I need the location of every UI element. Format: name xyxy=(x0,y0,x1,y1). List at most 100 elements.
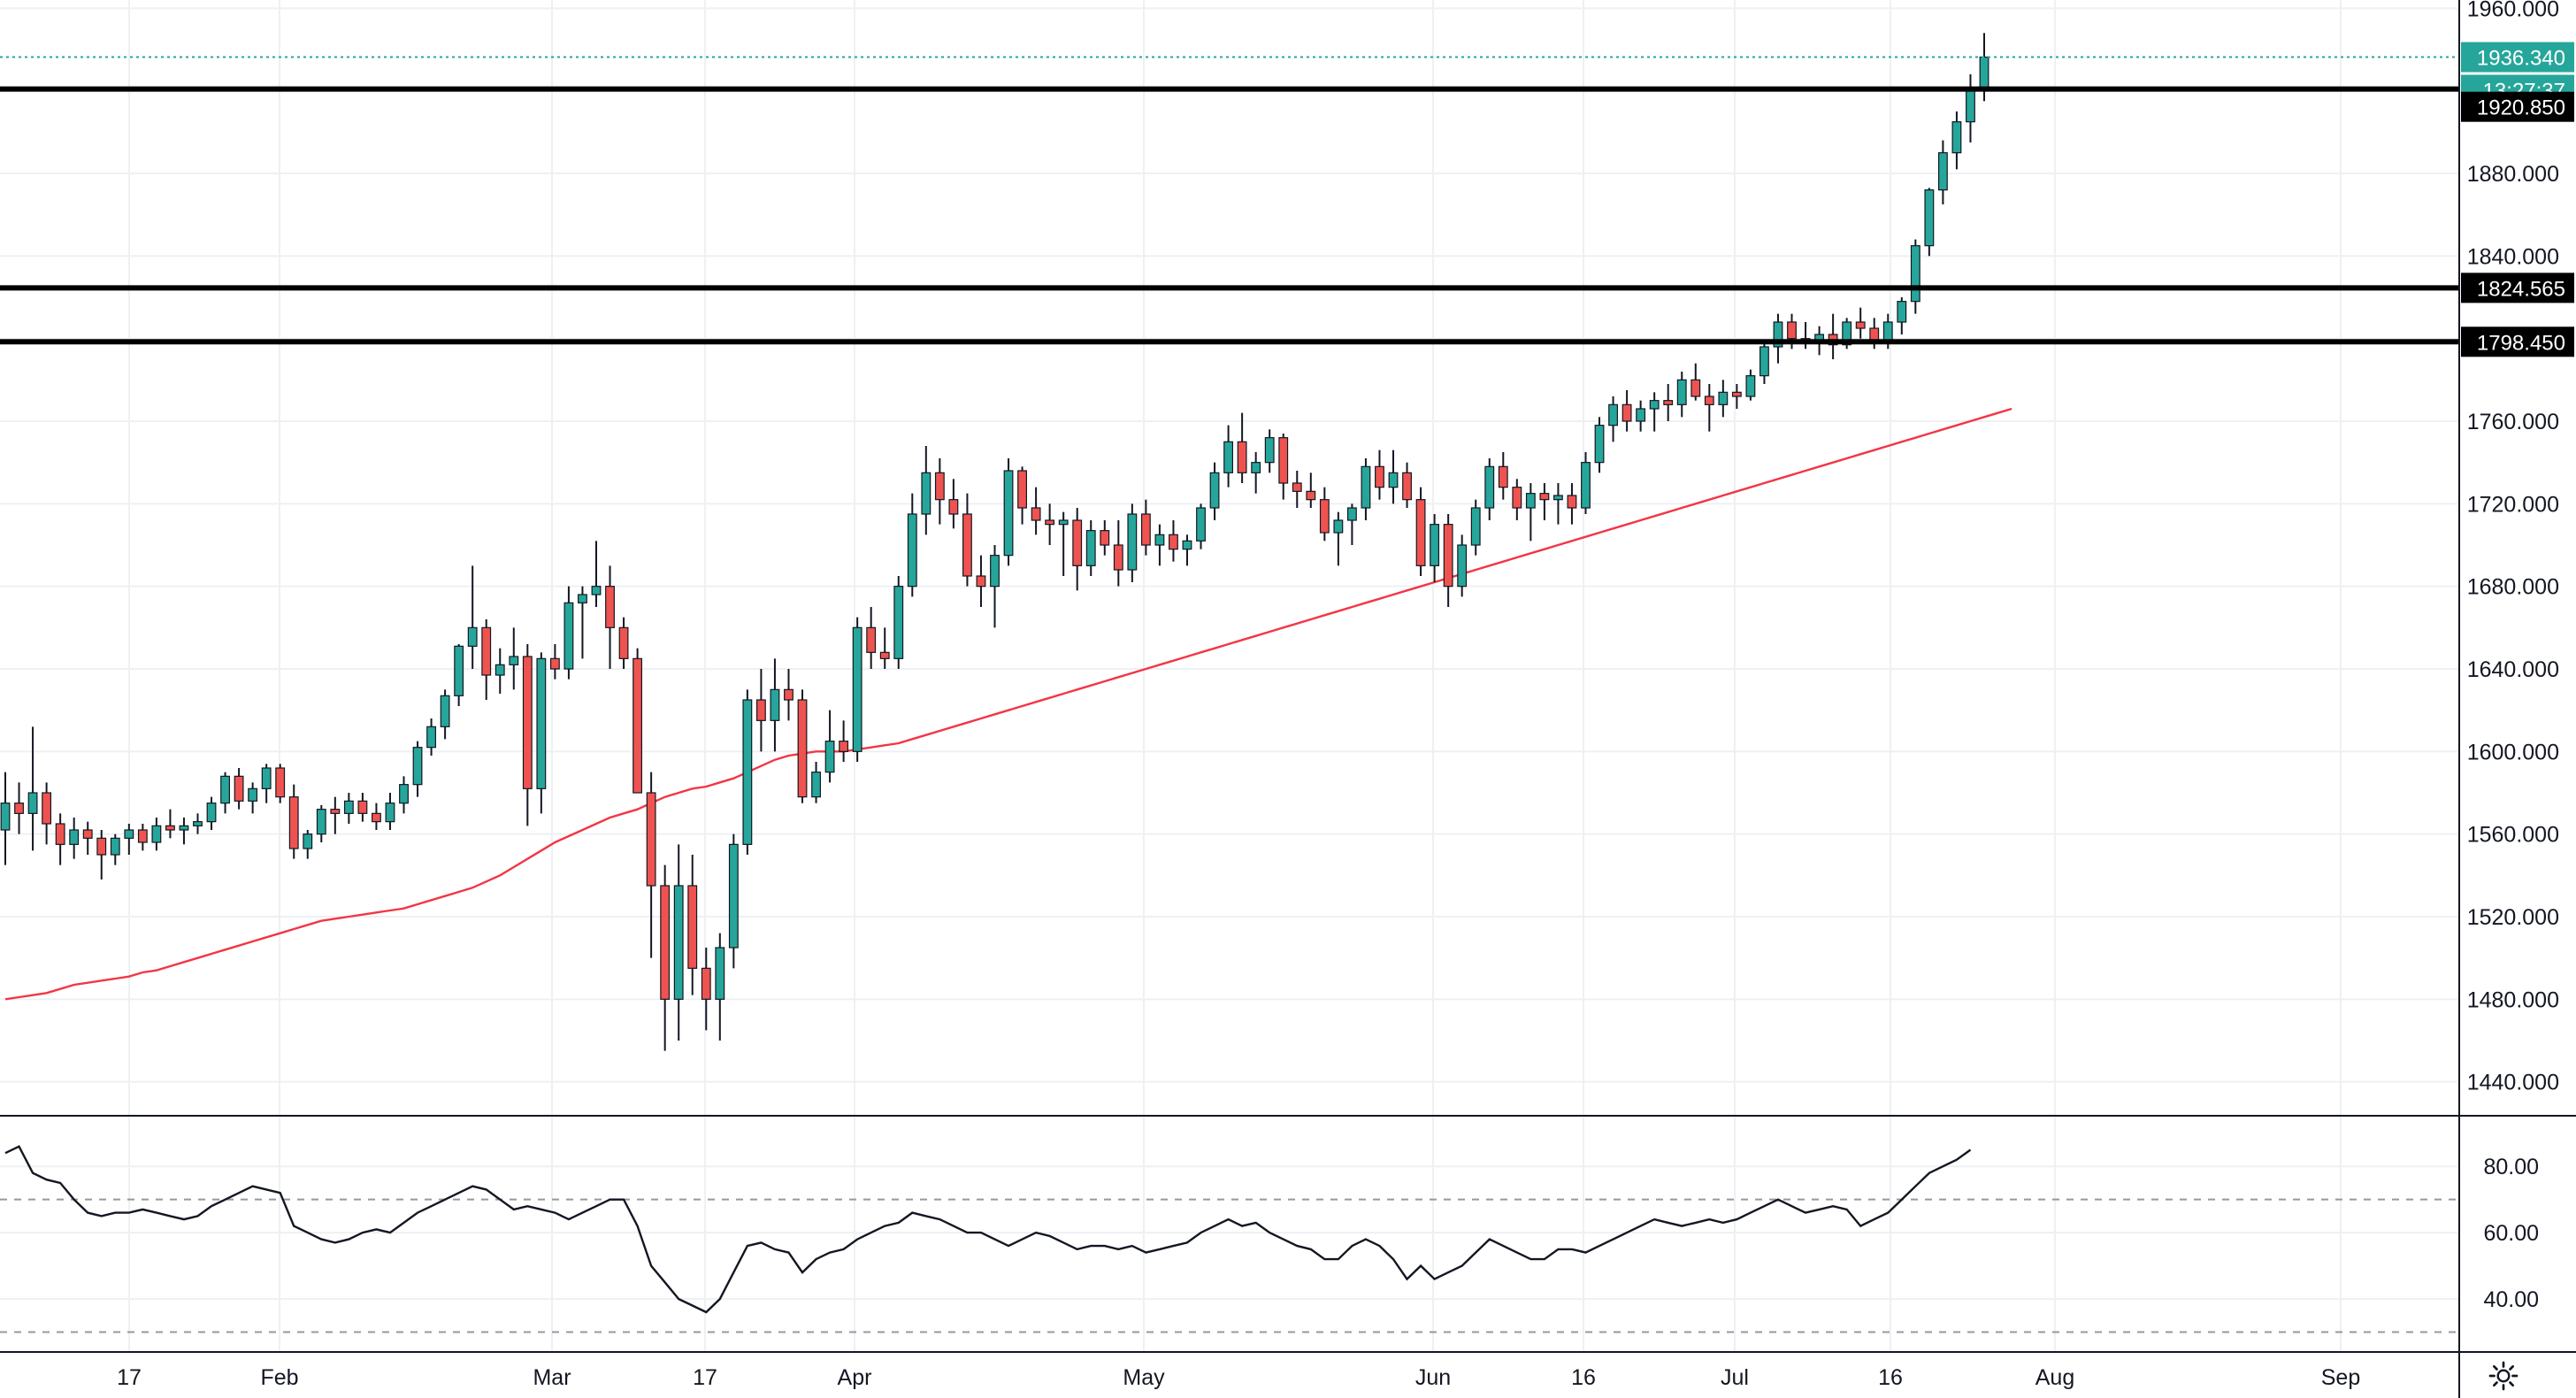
candle xyxy=(1951,111,1962,170)
candle-body xyxy=(1484,465,1495,509)
candle-body xyxy=(1498,465,1508,488)
candle xyxy=(1430,514,1440,582)
candle xyxy=(742,689,753,855)
candle xyxy=(728,833,739,969)
level-tag xyxy=(2461,91,2574,122)
horizontal-levels[interactable] xyxy=(0,56,2459,345)
candle xyxy=(1594,417,1605,473)
candle xyxy=(1072,508,1083,591)
x-axis-labels: 17 Feb Mar 17 Apr May Jun 16 Jul 16 Aug Sep xyxy=(117,1365,2360,1390)
candle xyxy=(14,782,24,834)
x-tick-label: Feb xyxy=(260,1365,298,1390)
candle-body xyxy=(426,726,436,749)
candle-body xyxy=(1457,544,1468,588)
candle xyxy=(1017,466,1027,525)
candle-body xyxy=(494,664,505,676)
candle-body xyxy=(467,626,478,647)
y-tick-label: 1560.000 xyxy=(2467,823,2559,848)
candle xyxy=(1443,514,1453,607)
candle-body xyxy=(1278,437,1289,484)
candle xyxy=(1306,472,1316,508)
candle-body xyxy=(1017,470,1027,509)
candle xyxy=(151,818,162,851)
candle-body xyxy=(811,772,821,798)
candle-body xyxy=(1553,495,1563,501)
rsi-axis-labels: 80.00 60.00 40.00 xyxy=(2483,1155,2539,1312)
candle xyxy=(660,864,671,1051)
candle xyxy=(1539,483,1550,520)
candle xyxy=(770,658,780,752)
candle xyxy=(632,648,643,794)
candle xyxy=(1608,396,1618,442)
candle-body xyxy=(893,586,904,659)
candle xyxy=(1375,449,1384,500)
candle xyxy=(1388,449,1399,504)
candle-body xyxy=(27,792,38,814)
candle-body xyxy=(1127,513,1138,571)
candle-body xyxy=(1897,301,1907,323)
candle xyxy=(1828,313,1838,359)
candle xyxy=(839,720,849,762)
candle xyxy=(976,555,986,607)
candle xyxy=(0,772,11,865)
candle-body xyxy=(1182,540,1192,550)
candle-body xyxy=(372,812,381,823)
y-tick-label: 1440.000 xyxy=(2467,1071,2559,1095)
candle xyxy=(440,689,450,740)
candle-body xyxy=(1031,507,1041,521)
candle xyxy=(1581,452,1591,514)
x-tick-label: Aug xyxy=(2036,1365,2074,1390)
candle xyxy=(206,796,217,830)
candle-body xyxy=(852,626,862,752)
x-tick-label: 16 xyxy=(1571,1365,1596,1390)
y-tick-label: 1720.000 xyxy=(2467,492,2559,517)
x-tick-label: Jun xyxy=(1415,1365,1451,1390)
y-tick-label: 1840.000 xyxy=(2467,244,2559,269)
candle xyxy=(784,669,794,721)
candle xyxy=(1553,483,1563,525)
candle xyxy=(549,644,560,680)
candle xyxy=(591,541,602,607)
candle-body xyxy=(1979,56,1990,92)
candle-body xyxy=(1622,403,1632,422)
candle xyxy=(1058,511,1069,576)
candle xyxy=(42,782,52,845)
candle-body xyxy=(481,626,492,676)
candle-body xyxy=(316,809,326,835)
candle-body xyxy=(1649,400,1660,410)
candle-body xyxy=(1100,530,1110,546)
candle xyxy=(1718,380,1729,418)
candle-body xyxy=(1663,400,1674,405)
candle-body xyxy=(632,657,643,794)
candle xyxy=(1196,503,1206,549)
candle xyxy=(385,793,395,830)
candle xyxy=(330,796,341,834)
candle xyxy=(494,648,505,694)
candle-body xyxy=(1415,499,1426,566)
candle-body xyxy=(1319,499,1330,534)
candle-body xyxy=(1676,379,1687,405)
y-tick-label: 1760.000 xyxy=(2467,410,2559,434)
candle xyxy=(811,762,821,803)
candle-body xyxy=(948,499,959,515)
candle-body xyxy=(399,784,409,804)
candle xyxy=(1140,499,1151,556)
candle xyxy=(646,772,656,958)
candle xyxy=(1745,369,1756,401)
x-tick-label: May xyxy=(1123,1365,1165,1390)
level-tag xyxy=(2461,273,2574,303)
candle xyxy=(673,844,684,1041)
settings-button[interactable] xyxy=(2484,1356,2523,1395)
candle xyxy=(372,803,381,830)
candle xyxy=(1264,429,1275,473)
candle xyxy=(288,784,299,859)
candle-body xyxy=(646,792,656,887)
candle-body xyxy=(343,800,354,814)
candle xyxy=(962,493,972,587)
candle xyxy=(1897,297,1907,334)
last-price-value: 1936.340 xyxy=(2477,47,2565,71)
candle xyxy=(1361,458,1371,520)
candle-body xyxy=(1402,472,1412,501)
